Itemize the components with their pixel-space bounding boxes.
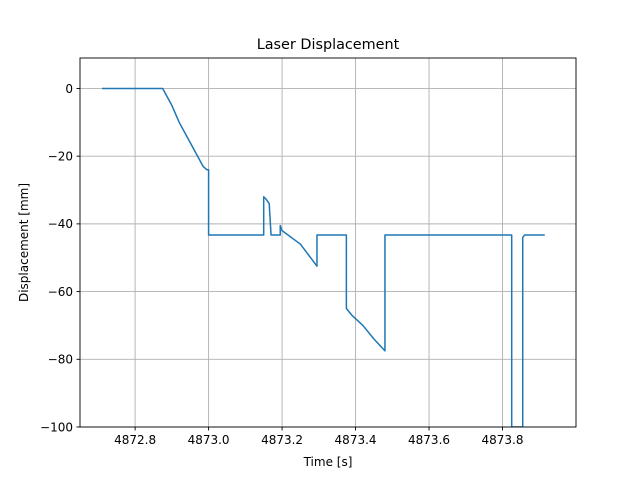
x-tick-label: 4873.8 (482, 433, 524, 447)
grid-layer (80, 58, 576, 428)
x-tick-label: 4873.4 (335, 433, 377, 447)
y-tick-label: −40 (48, 217, 73, 231)
x-tick-label: 4873.2 (261, 433, 303, 447)
x-tick-label: 4873.6 (408, 433, 450, 447)
y-tick-label: −60 (48, 285, 73, 299)
plot-area (80, 58, 576, 427)
series-line-displacement (102, 87, 545, 427)
x-tick-label: 4873.0 (188, 433, 230, 447)
x-axis: 4872.8 4873.0 4873.2 4873.4 4873.6 4873.8 (114, 427, 524, 447)
x-axis-label: Time [s] (303, 455, 353, 469)
plot-frame (79, 57, 577, 428)
series-layer (102, 87, 545, 427)
y-tick-label: 0 (65, 82, 73, 96)
y-tick-label: −20 (48, 149, 73, 163)
y-tick-label: −100 (40, 420, 73, 434)
y-axis: 0 −20 −40 −60 −80 −100 (40, 82, 80, 434)
y-axis-label: Displacement [mm] (17, 183, 31, 302)
chart-title: Laser Displacement (257, 37, 400, 53)
y-tick-label: −80 (48, 353, 73, 367)
x-tick-label: 4872.8 (114, 433, 156, 447)
